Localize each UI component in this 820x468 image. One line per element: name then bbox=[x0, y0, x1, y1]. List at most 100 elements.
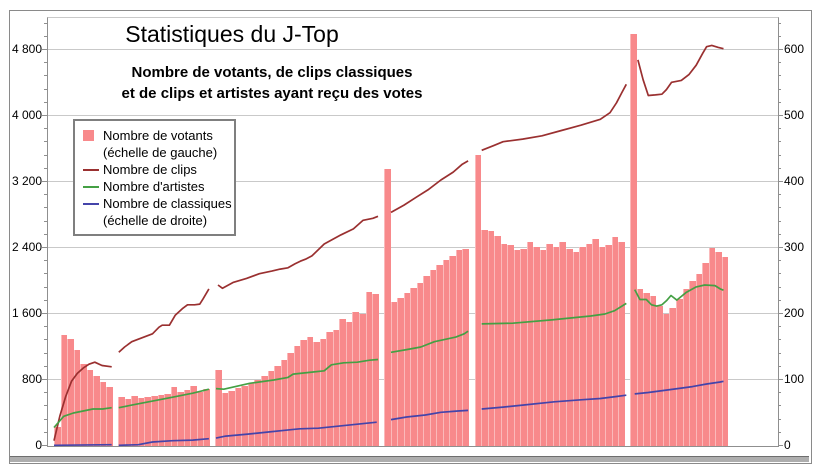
votants-bar bbox=[676, 299, 683, 446]
axis-tick bbox=[778, 115, 783, 116]
votants-bar bbox=[261, 375, 268, 446]
votants-bar bbox=[345, 321, 353, 446]
clips-line-swatch-icon bbox=[83, 161, 103, 178]
axis-tick bbox=[42, 49, 47, 50]
artistes-line bbox=[53, 406, 112, 429]
votants-bar bbox=[306, 337, 314, 446]
axis-tick bbox=[44, 207, 47, 208]
left-axis-label: 2 400 bbox=[11, 240, 42, 254]
votants-bar bbox=[228, 390, 235, 446]
votants-bar bbox=[183, 389, 191, 446]
artistes-line bbox=[390, 330, 469, 354]
votants-bar bbox=[280, 359, 288, 446]
votants-bar bbox=[702, 262, 709, 446]
votants-bar bbox=[585, 243, 593, 446]
votants-bar bbox=[293, 346, 301, 446]
votants-bar bbox=[403, 293, 411, 446]
chart-subtitle-line2: et de clips et artistes ayant reçu des v… bbox=[121, 85, 423, 102]
axis-tick bbox=[778, 405, 781, 406]
votants-bar bbox=[715, 252, 722, 446]
right-axis-label: 100 bbox=[784, 372, 805, 386]
votants-bar bbox=[339, 318, 346, 446]
legend-label-votants: Nombre de votants bbox=[103, 128, 213, 143]
votants-bar bbox=[708, 248, 716, 446]
axis-tick bbox=[778, 89, 781, 90]
votants-bar bbox=[358, 313, 366, 446]
gridline bbox=[48, 49, 778, 50]
gridline bbox=[48, 181, 778, 182]
votants-bar bbox=[190, 385, 197, 446]
axis-tick bbox=[44, 432, 47, 433]
votants-bar bbox=[630, 33, 637, 446]
plot-area bbox=[47, 17, 779, 447]
axis-tick bbox=[44, 405, 47, 406]
artistes-line bbox=[481, 302, 627, 325]
axis-tick bbox=[778, 221, 781, 222]
votants-bar bbox=[481, 229, 488, 446]
legend-label-classiques: Nombre de classiques bbox=[103, 196, 232, 211]
axis-tick bbox=[44, 273, 47, 274]
votants-bar bbox=[487, 230, 495, 446]
legend-label-clips: Nombre de clips bbox=[103, 162, 197, 177]
votants-bar bbox=[721, 257, 729, 446]
axis-tick bbox=[42, 445, 47, 446]
votants-bar bbox=[247, 382, 255, 446]
axis-tick bbox=[778, 23, 781, 24]
axis-tick bbox=[778, 102, 781, 103]
legend-item-votants: Nombre de votants bbox=[83, 127, 228, 144]
votants-bar bbox=[689, 281, 696, 446]
votants-bar bbox=[565, 248, 573, 446]
axis-tick bbox=[778, 300, 781, 301]
legend-item-artistes: Nombre d'artistes bbox=[83, 178, 228, 195]
axis-tick bbox=[44, 102, 47, 103]
right-axis-label: 300 bbox=[784, 240, 805, 254]
votants-bar bbox=[474, 154, 482, 446]
votants-bar bbox=[579, 247, 586, 446]
axis-tick bbox=[44, 128, 47, 129]
votants-bar bbox=[372, 293, 379, 446]
left-axis-label: 3 200 bbox=[11, 174, 42, 188]
right-axis-label: 0 bbox=[784, 438, 791, 452]
votants-bar bbox=[131, 396, 138, 446]
votants-bar bbox=[287, 352, 294, 446]
axis-tick bbox=[44, 260, 47, 261]
axis-tick bbox=[778, 155, 781, 156]
votants-bars bbox=[54, 18, 729, 446]
axis-tick bbox=[44, 419, 47, 420]
chart-subtitle-line1: Nombre de votants, de clips classiques bbox=[131, 64, 413, 81]
votants-bar bbox=[157, 394, 165, 446]
axis-tick bbox=[44, 221, 47, 222]
votants-bar bbox=[150, 396, 158, 446]
votants-bar bbox=[533, 247, 540, 446]
left-axis-label: 4 800 bbox=[11, 42, 42, 56]
axis-tick bbox=[778, 445, 783, 446]
votants-bar bbox=[592, 238, 599, 446]
classiques-line bbox=[481, 394, 627, 410]
right-axis-label: 600 bbox=[784, 42, 805, 56]
axis-tick bbox=[44, 392, 47, 393]
chart-floor bbox=[10, 456, 809, 462]
votants-bar bbox=[390, 301, 398, 446]
axis-tick bbox=[778, 247, 783, 248]
votants-bar bbox=[656, 305, 663, 446]
axis-tick bbox=[44, 300, 47, 301]
axis-tick bbox=[42, 313, 47, 314]
right-axis-label: 400 bbox=[784, 174, 805, 188]
clips-line bbox=[118, 288, 210, 353]
classiques-line bbox=[215, 421, 377, 439]
legend-label-votants-scale: (échelle de gauche) bbox=[103, 145, 218, 160]
votants-bar bbox=[669, 308, 676, 446]
artistes-line bbox=[215, 358, 379, 391]
votants-bar bbox=[124, 398, 132, 446]
axis-tick bbox=[778, 273, 781, 274]
votants-bar bbox=[196, 391, 204, 446]
axis-tick bbox=[778, 419, 781, 420]
clips-line bbox=[390, 160, 469, 214]
votants-bar bbox=[552, 247, 560, 446]
classiques-line bbox=[118, 437, 209, 447]
votants-bar bbox=[326, 331, 333, 446]
votants-bar bbox=[494, 235, 501, 446]
votants-bar bbox=[384, 168, 391, 446]
axis-tick bbox=[778, 194, 781, 195]
axis-tick bbox=[44, 141, 47, 142]
